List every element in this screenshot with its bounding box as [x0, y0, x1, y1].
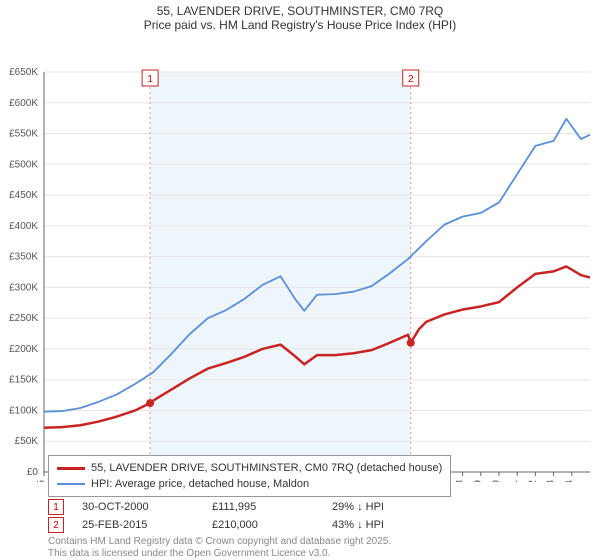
- chart-subtitle: Price paid vs. HM Land Registry's House …: [0, 18, 600, 32]
- svg-text:£50K: £50K: [15, 436, 39, 447]
- marker-price: £210,000: [212, 519, 332, 531]
- svg-text:2022: 2022: [527, 480, 538, 482]
- svg-text:£600K: £600K: [9, 98, 38, 109]
- svg-text:2024: 2024: [564, 480, 575, 482]
- legend-swatch: [57, 467, 85, 470]
- svg-text:£200K: £200K: [9, 344, 38, 355]
- marker-delta: 29% ↓ HPI: [332, 501, 452, 513]
- svg-text:2020: 2020: [491, 480, 502, 482]
- svg-text:£400K: £400K: [9, 221, 38, 232]
- marker-badge: 2: [48, 517, 64, 533]
- svg-text:2: 2: [408, 74, 414, 85]
- svg-text:£150K: £150K: [9, 375, 38, 386]
- marker-date: 30-OCT-2000: [82, 501, 212, 513]
- credits-line: This data is licensed under the Open Gov…: [48, 548, 391, 560]
- legend-row: HPI: Average price, detached house, Mald…: [57, 476, 442, 492]
- svg-text:£500K: £500K: [9, 159, 38, 170]
- svg-text:£300K: £300K: [9, 282, 38, 293]
- svg-text:2018: 2018: [455, 480, 466, 482]
- marker-badge: 1: [48, 499, 64, 515]
- marker-price: £111,995: [212, 501, 332, 513]
- svg-text:£0: £0: [27, 467, 39, 478]
- svg-text:£250K: £250K: [9, 313, 38, 324]
- legend-row: 55, LAVENDER DRIVE, SOUTHMINSTER, CM0 7R…: [57, 460, 442, 476]
- marker-row: 1 30-OCT-2000 £111,995 29% ↓ HPI: [48, 498, 452, 516]
- marker-row: 2 25-FEB-2015 £210,000 43% ↓ HPI: [48, 516, 452, 534]
- svg-text:1995: 1995: [36, 480, 47, 482]
- credits: Contains HM Land Registry data © Crown c…: [48, 536, 391, 560]
- price-vs-hpi-chart: £0 £50K £100K £150K £200K £250K £300K £350K £400…: [0, 32, 600, 482]
- svg-text:£650K: £650K: [9, 67, 38, 78]
- legend: 55, LAVENDER DRIVE, SOUTHMINSTER, CM0 7R…: [48, 455, 451, 497]
- legend-swatch: [57, 483, 85, 485]
- svg-text:2021: 2021: [509, 480, 520, 482]
- svg-text:£100K: £100K: [9, 405, 38, 416]
- svg-text:1: 1: [147, 74, 153, 85]
- svg-text:2019: 2019: [473, 480, 484, 482]
- svg-text:2023: 2023: [546, 480, 557, 482]
- svg-text:£350K: £350K: [9, 252, 38, 263]
- marker-date: 25-FEB-2015: [82, 519, 212, 531]
- credits-line: Contains HM Land Registry data © Crown c…: [48, 536, 391, 548]
- svg-text:£450K: £450K: [9, 190, 38, 201]
- sale-marker-table: 1 30-OCT-2000 £111,995 29% ↓ HPI 2 25-FE…: [48, 498, 452, 534]
- chart-title: 55, LAVENDER DRIVE, SOUTHMINSTER, CM0 7R…: [0, 4, 600, 18]
- marker-delta: 43% ↓ HPI: [332, 519, 452, 531]
- legend-label: HPI: Average price, detached house, Mald…: [91, 478, 309, 490]
- legend-label: 55, LAVENDER DRIVE, SOUTHMINSTER, CM0 7R…: [91, 462, 442, 474]
- svg-text:£550K: £550K: [9, 129, 38, 140]
